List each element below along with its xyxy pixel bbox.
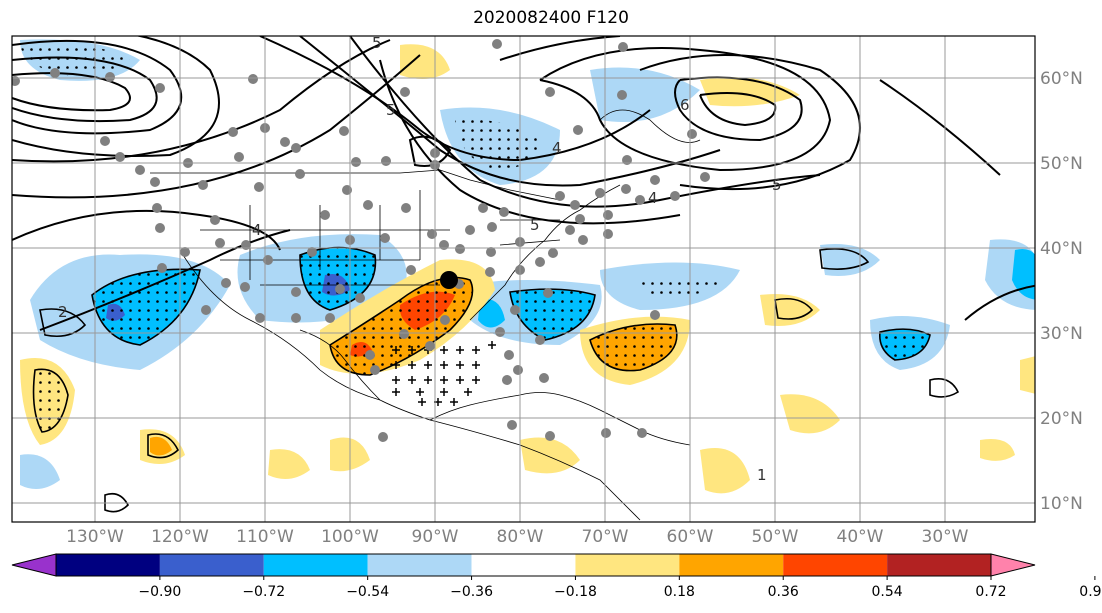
lat-label: 30°N <box>1040 324 1083 344</box>
lon-labels: 130°W 120°W 110°W 100°W 90°W 80°W 70°W 6… <box>66 527 969 547</box>
colorbar-segment <box>263 554 368 576</box>
colorbar-segment <box>367 554 472 576</box>
height-contours <box>12 36 1035 331</box>
lon-label: 60°W <box>667 527 714 547</box>
significance-stipple <box>20 44 930 432</box>
colorbar-segment <box>56 554 160 576</box>
contour-label: 2 <box>58 303 68 321</box>
colorbar-label: −0.18 <box>554 584 597 600</box>
lon-label: 100°W <box>321 527 379 547</box>
colorbar-label: −0.90 <box>138 584 181 600</box>
colorbar-segment <box>679 554 784 576</box>
colorbar-segment <box>159 554 264 576</box>
significance-outlines <box>32 246 960 513</box>
lon-label: 130°W <box>66 527 124 547</box>
colorbar: −0.90 −0.72 −0.54 −0.36 −0.18 0.18 0.36 0.54 0.7… <box>11 553 1102 600</box>
lon-label: 30°W <box>922 527 969 547</box>
lon-label: 70°W <box>582 527 629 547</box>
graticule <box>12 36 1035 522</box>
contour-label: 1 <box>757 466 767 484</box>
colorbar-segment <box>471 554 576 576</box>
colorbar-label: −0.36 <box>450 584 493 600</box>
colorbar-extension-high <box>990 553 1036 577</box>
colorbar-label: 0.36 <box>768 584 799 600</box>
borders <box>150 109 701 521</box>
contour-labels: 5 5 4 6 5 4 5 4 2 1 <box>58 34 782 484</box>
lat-label: 60°N <box>1040 69 1083 89</box>
lat-label: 10°N <box>1040 494 1083 514</box>
contour-label: 5 <box>530 216 540 234</box>
lon-label: 110°W <box>236 527 294 547</box>
colorbar-segment <box>887 554 991 576</box>
contour-label: 5 <box>386 101 396 119</box>
lat-label: 50°N <box>1040 154 1083 174</box>
lon-label: 80°W <box>497 527 544 547</box>
contour-label: 5 <box>772 176 782 194</box>
plus-markers <box>392 341 496 406</box>
colorbar-extension-low <box>11 553 57 577</box>
storm-position-marker <box>440 271 458 289</box>
colorbar-label: 0.72 <box>975 584 1006 600</box>
map-title: 2020082400 F120 <box>473 8 629 28</box>
contour-label: 4 <box>552 139 562 157</box>
lat-label: 20°N <box>1040 409 1083 429</box>
lon-label: 50°W <box>752 527 799 547</box>
map-frame <box>11 35 1036 523</box>
lat-label: 40°N <box>1040 239 1083 259</box>
colorbar-label: 0.54 <box>872 584 903 600</box>
contour-label: 6 <box>680 96 690 114</box>
colorbar-label: 0.18 <box>664 584 695 600</box>
contour-label: 4 <box>648 189 658 207</box>
colorbar-label: −0.72 <box>242 584 285 600</box>
colorbar-segment <box>783 554 888 576</box>
lat-labels: 60°N 50°N 40°N 30°N 20°N 10°N <box>1040 69 1083 514</box>
contour-label: 5 <box>372 34 382 52</box>
lon-label: 90°W <box>412 527 459 547</box>
colorbar-label: 0.90 <box>1079 584 1102 600</box>
lon-label: 40°W <box>837 527 884 547</box>
lon-label: 120°W <box>151 527 209 547</box>
colorbar-frame <box>55 553 992 577</box>
contour-label: 4 <box>252 221 262 239</box>
colorbar-segment <box>575 554 680 576</box>
colorbar-label: −0.54 <box>346 584 389 600</box>
